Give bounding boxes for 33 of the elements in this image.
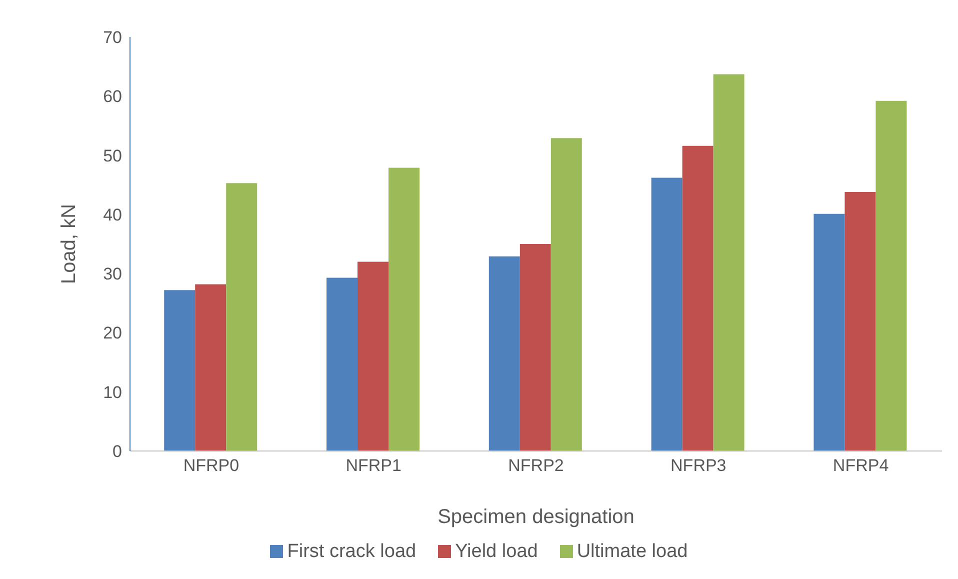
bar xyxy=(713,74,744,451)
x-tick-label: NFRP2 xyxy=(508,456,564,476)
legend-label: Ultimate load xyxy=(576,541,688,562)
legend-label: Yield load xyxy=(455,541,538,562)
bar xyxy=(226,183,258,451)
y-tick-label: 50 xyxy=(103,146,122,166)
legend-label: First crack load xyxy=(287,541,416,562)
y-axis-title: Load, kN xyxy=(58,204,80,284)
bar xyxy=(550,138,582,451)
bar xyxy=(326,278,358,451)
bar xyxy=(388,168,420,451)
bar xyxy=(520,244,551,451)
x-tick-label: NFRP4 xyxy=(832,456,889,476)
bar xyxy=(358,262,389,451)
x-tick-label: NFRP1 xyxy=(346,456,402,476)
x-axis-title: Specimen designation xyxy=(438,506,634,528)
bar xyxy=(488,256,520,451)
y-tick-label: 10 xyxy=(103,382,122,402)
bar xyxy=(814,214,845,451)
y-tick-label: 30 xyxy=(103,264,122,284)
y-tick-label: 60 xyxy=(103,87,122,106)
x-tick-label: NFRP3 xyxy=(670,456,726,476)
x-tick-label: NFRP0 xyxy=(183,456,240,476)
bar xyxy=(876,100,907,451)
y-tick-label: 0 xyxy=(112,442,122,462)
bar xyxy=(844,192,876,451)
y-tick-label: 20 xyxy=(103,324,122,343)
y-tick-label: 70 xyxy=(103,28,122,48)
bar xyxy=(164,290,196,451)
bar xyxy=(195,284,226,451)
bar xyxy=(651,178,682,451)
bar xyxy=(682,146,714,451)
y-tick-label: 40 xyxy=(103,205,122,224)
